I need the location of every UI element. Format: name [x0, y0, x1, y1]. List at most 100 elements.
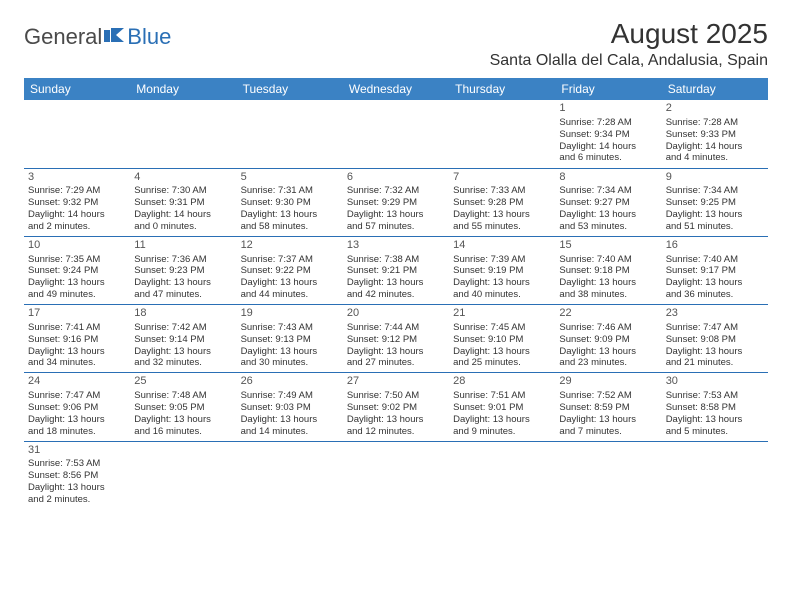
cell-dl2: and 55 minutes.: [453, 221, 551, 233]
day-number: 7: [453, 171, 551, 185]
location: Santa Olalla del Cala, Andalusia, Spain: [490, 52, 768, 70]
cell-dl1: Daylight: 13 hours: [666, 346, 764, 358]
calendar-cell-empty: [24, 100, 130, 168]
cell-dl1: Daylight: 13 hours: [347, 414, 445, 426]
calendar-cell: 4Sunrise: 7:30 AMSunset: 9:31 PMDaylight…: [130, 168, 236, 236]
cell-dl1: Daylight: 13 hours: [453, 414, 551, 426]
day-number: 24: [28, 375, 126, 389]
cell-dl2: and 14 minutes.: [241, 426, 339, 438]
cell-sunset: Sunset: 9:05 PM: [134, 402, 232, 414]
calendar-cell: 20Sunrise: 7:44 AMSunset: 9:12 PMDayligh…: [343, 305, 449, 373]
cell-dl2: and 34 minutes.: [28, 357, 126, 369]
cell-dl2: and 2 minutes.: [28, 221, 126, 233]
cell-sunrise: Sunrise: 7:31 AM: [241, 185, 339, 197]
calendar-cell: 30Sunrise: 7:53 AMSunset: 8:58 PMDayligh…: [662, 373, 768, 441]
cell-sunset: Sunset: 9:31 PM: [134, 197, 232, 209]
day-number: 19: [241, 307, 339, 321]
day-number: 25: [134, 375, 232, 389]
day-number: 27: [347, 375, 445, 389]
cell-dl2: and 0 minutes.: [134, 221, 232, 233]
calendar-cell: 15Sunrise: 7:40 AMSunset: 9:18 PMDayligh…: [555, 236, 661, 304]
cell-dl1: Daylight: 13 hours: [453, 277, 551, 289]
cell-dl2: and 7 minutes.: [559, 426, 657, 438]
cell-dl1: Daylight: 13 hours: [134, 346, 232, 358]
cell-dl1: Daylight: 13 hours: [347, 209, 445, 221]
weekday-header: Monday: [130, 78, 236, 100]
cell-dl2: and 58 minutes.: [241, 221, 339, 233]
day-number: 21: [453, 307, 551, 321]
calendar-cell: 18Sunrise: 7:42 AMSunset: 9:14 PMDayligh…: [130, 305, 236, 373]
calendar-cell-empty: [237, 100, 343, 168]
cell-sunrise: Sunrise: 7:48 AM: [134, 390, 232, 402]
cell-sunset: Sunset: 9:02 PM: [347, 402, 445, 414]
cell-sunrise: Sunrise: 7:43 AM: [241, 322, 339, 334]
calendar-cell-empty: [449, 441, 555, 509]
cell-sunset: Sunset: 9:19 PM: [453, 265, 551, 277]
cell-dl1: Daylight: 13 hours: [453, 346, 551, 358]
day-number: 14: [453, 239, 551, 253]
cell-sunset: Sunset: 9:28 PM: [453, 197, 551, 209]
cell-dl1: Daylight: 13 hours: [28, 414, 126, 426]
day-number: 5: [241, 171, 339, 185]
cell-sunset: Sunset: 9:32 PM: [28, 197, 126, 209]
cell-dl1: Daylight: 13 hours: [559, 209, 657, 221]
weekday-header: Friday: [555, 78, 661, 100]
calendar-cell-empty: [237, 441, 343, 509]
cell-dl1: Daylight: 13 hours: [559, 414, 657, 426]
calendar-cell: 9Sunrise: 7:34 AMSunset: 9:25 PMDaylight…: [662, 168, 768, 236]
cell-dl2: and 27 minutes.: [347, 357, 445, 369]
cell-sunrise: Sunrise: 7:28 AM: [559, 117, 657, 129]
weekday-header: Thursday: [449, 78, 555, 100]
day-number: 12: [241, 239, 339, 253]
cell-sunrise: Sunrise: 7:53 AM: [666, 390, 764, 402]
cell-sunset: Sunset: 9:13 PM: [241, 334, 339, 346]
cell-sunset: Sunset: 9:22 PM: [241, 265, 339, 277]
calendar-cell: 2Sunrise: 7:28 AMSunset: 9:33 PMDaylight…: [662, 100, 768, 168]
calendar-cell-empty: [343, 441, 449, 509]
cell-sunset: Sunset: 9:33 PM: [666, 129, 764, 141]
cell-sunrise: Sunrise: 7:46 AM: [559, 322, 657, 334]
weekday-header: Wednesday: [343, 78, 449, 100]
calendar-row: 24Sunrise: 7:47 AMSunset: 9:06 PMDayligh…: [24, 373, 768, 441]
cell-sunrise: Sunrise: 7:49 AM: [241, 390, 339, 402]
calendar-cell: 16Sunrise: 7:40 AMSunset: 9:17 PMDayligh…: [662, 236, 768, 304]
cell-dl1: Daylight: 13 hours: [134, 414, 232, 426]
cell-sunset: Sunset: 9:30 PM: [241, 197, 339, 209]
cell-sunset: Sunset: 9:09 PM: [559, 334, 657, 346]
cell-dl1: Daylight: 13 hours: [347, 346, 445, 358]
cell-sunrise: Sunrise: 7:50 AM: [347, 390, 445, 402]
cell-dl1: Daylight: 13 hours: [241, 346, 339, 358]
cell-sunrise: Sunrise: 7:53 AM: [28, 458, 126, 470]
weekday-header: Tuesday: [237, 78, 343, 100]
day-number: 18: [134, 307, 232, 321]
cell-sunset: Sunset: 9:10 PM: [453, 334, 551, 346]
day-number: 11: [134, 239, 232, 253]
calendar-cell: 22Sunrise: 7:46 AMSunset: 9:09 PMDayligh…: [555, 305, 661, 373]
calendar-cell-empty: [662, 441, 768, 509]
calendar-row: 10Sunrise: 7:35 AMSunset: 9:24 PMDayligh…: [24, 236, 768, 304]
calendar-head: SundayMondayTuesdayWednesdayThursdayFrid…: [24, 78, 768, 100]
calendar-cell: 23Sunrise: 7:47 AMSunset: 9:08 PMDayligh…: [662, 305, 768, 373]
weekday-header: Saturday: [662, 78, 768, 100]
day-number: 10: [28, 239, 126, 253]
weekday-header: Sunday: [24, 78, 130, 100]
cell-dl2: and 36 minutes.: [666, 289, 764, 301]
cell-sunrise: Sunrise: 7:34 AM: [559, 185, 657, 197]
cell-sunrise: Sunrise: 7:37 AM: [241, 254, 339, 266]
cell-sunrise: Sunrise: 7:40 AM: [559, 254, 657, 266]
cell-sunrise: Sunrise: 7:33 AM: [453, 185, 551, 197]
cell-sunset: Sunset: 9:21 PM: [347, 265, 445, 277]
calendar-row: 3Sunrise: 7:29 AMSunset: 9:32 PMDaylight…: [24, 168, 768, 236]
page: GeneralBlue August 2025 Santa Olalla del…: [0, 0, 792, 527]
day-number: 30: [666, 375, 764, 389]
calendar-cell-empty: [449, 100, 555, 168]
calendar-cell: 31Sunrise: 7:53 AMSunset: 8:56 PMDayligh…: [24, 441, 130, 509]
cell-dl1: Daylight: 13 hours: [241, 209, 339, 221]
header: GeneralBlue August 2025 Santa Olalla del…: [24, 18, 768, 70]
day-number: 13: [347, 239, 445, 253]
cell-dl1: Daylight: 13 hours: [28, 346, 126, 358]
day-number: 2: [666, 102, 764, 116]
cell-dl1: Daylight: 14 hours: [134, 209, 232, 221]
day-number: 29: [559, 375, 657, 389]
cell-dl2: and 9 minutes.: [453, 426, 551, 438]
